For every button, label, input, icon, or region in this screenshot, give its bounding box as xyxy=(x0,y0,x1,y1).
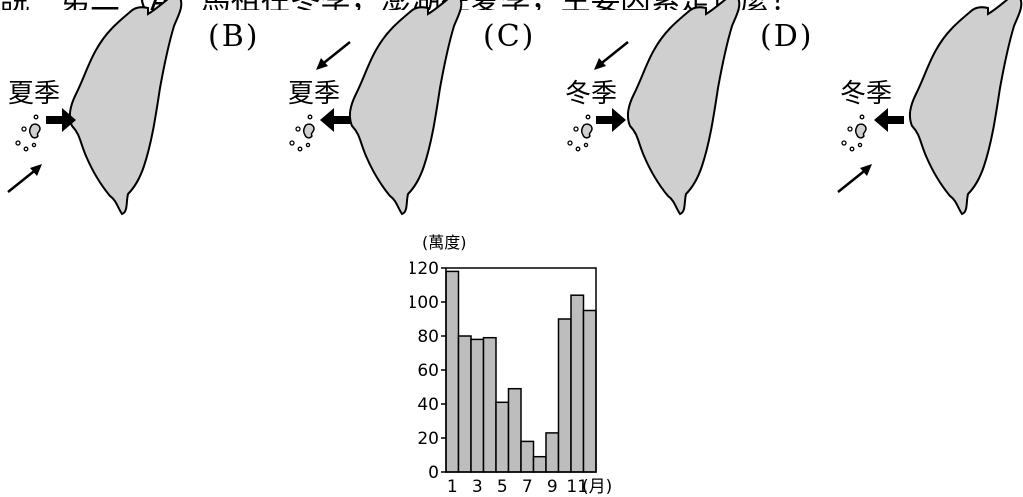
bar-month-11 xyxy=(570,294,585,473)
x-tick-label-5: 5 xyxy=(497,477,508,497)
penghu-islands-a xyxy=(15,114,41,152)
bar-month-2 xyxy=(457,335,472,473)
bar-month-9 xyxy=(545,432,560,473)
y-tick-label-20: 20 xyxy=(417,429,439,449)
y-tick-label-80: 80 xyxy=(417,327,439,347)
x-tick-label-11: 11 xyxy=(566,477,588,497)
y-tick-label-40: 40 xyxy=(417,395,439,415)
thick-arrow-left-d xyxy=(874,108,904,132)
x-unit-label: (月) xyxy=(582,477,612,497)
taiwan-shape-a xyxy=(68,0,183,215)
x-tick-label-9: 9 xyxy=(547,477,558,497)
option-label-c: (C) xyxy=(483,19,536,54)
y-unit-label: (萬度) xyxy=(422,233,467,252)
map-option-a xyxy=(7,0,1023,215)
bar-month-8 xyxy=(532,455,547,473)
option-label-d: (D) xyxy=(760,19,814,54)
bar-month-5 xyxy=(495,401,510,473)
y-tick-label-60: 60 xyxy=(417,361,439,381)
taiwan-shape-c xyxy=(626,0,741,215)
penghu-islands-b xyxy=(289,114,315,152)
y-tick-label-120: 120 xyxy=(410,259,439,279)
bar-month-7 xyxy=(520,440,535,473)
taiwan-shape-b xyxy=(348,0,463,215)
x-tick-label-3: 3 xyxy=(472,477,483,497)
penghu-islands-c xyxy=(567,114,593,152)
wind-arrow-d xyxy=(837,167,869,193)
thick-arrow-left-b xyxy=(320,108,350,132)
season-label-c: 冬季 xyxy=(565,79,618,109)
penghu-islands-d xyxy=(841,114,867,152)
option-label-b: (B) xyxy=(208,19,260,54)
y-tick-label-0: 0 xyxy=(428,463,439,483)
bar-month-6 xyxy=(507,387,522,473)
thick-arrow-right-a xyxy=(46,108,76,132)
bar-month-4 xyxy=(482,336,497,473)
x-tick-label-1: 1 xyxy=(447,477,458,497)
taiwan-shape-d xyxy=(908,0,1023,215)
y-tick-label-100: 100 xyxy=(410,293,439,313)
cropped-question-text: 說一第二（A）馬祖在冬季，澎湖在夏季，主要因素是什麼？ xyxy=(0,0,1023,10)
monthly-electricity-chart: (萬度) 0 20 40 60 80 100 120 1 3 5 7 9 11 (月) xyxy=(410,233,612,497)
bar-month-1 xyxy=(445,270,460,473)
wind-arrow-b xyxy=(319,41,351,67)
wind-arrow-c xyxy=(597,41,629,67)
bar-month-10 xyxy=(557,318,572,473)
wind-arrow-a xyxy=(7,167,39,193)
season-label-a: 夏季 xyxy=(8,79,61,109)
thick-arrow-right-c xyxy=(596,108,626,132)
bar-month-3 xyxy=(470,338,485,473)
x-tick-label-7: 7 xyxy=(522,477,533,497)
season-label-b: 夏季 xyxy=(288,79,341,109)
season-label-d: 冬季 xyxy=(840,79,893,109)
bar-month-12 xyxy=(582,309,597,473)
